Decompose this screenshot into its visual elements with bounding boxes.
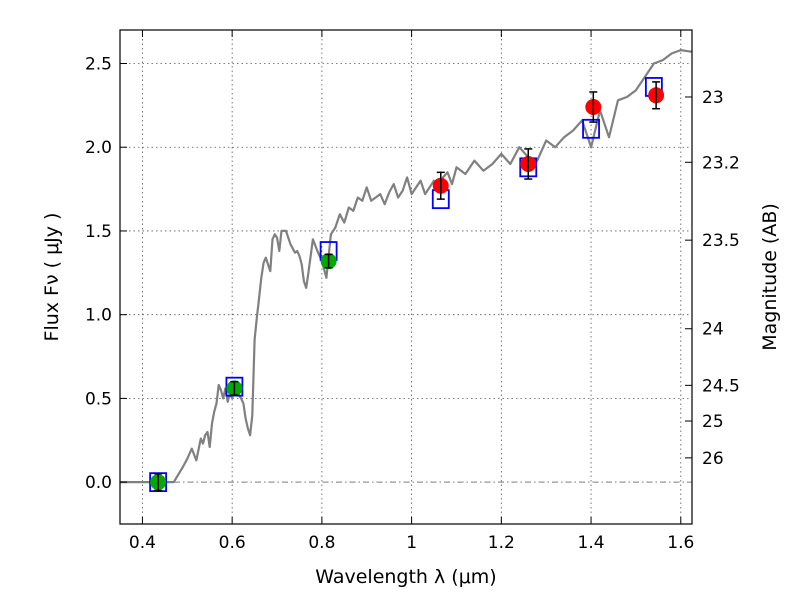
y-tick-label: 1.0	[85, 306, 112, 326]
tick-labels: 0.4 0.6 0.8 1 1.2 1.4 1.6 0.0 0.5 1.0 1.5 2.0 2.5 23 2…	[85, 54, 740, 553]
x-tick-label: 0.8	[308, 533, 335, 553]
x-axis-label: Wavelength λ (μm)	[315, 566, 496, 588]
y-tick-label: 2.0	[85, 138, 112, 158]
ticks	[120, 30, 692, 524]
model-photometry-square	[582, 118, 600, 139]
x-tick-label: 1.4	[578, 533, 605, 553]
y-tick-label: 2.5	[85, 54, 112, 74]
right-tick-label: 26	[702, 449, 724, 469]
y-tick-label: 0.5	[85, 389, 112, 409]
x-tick-label: 0.4	[129, 533, 156, 553]
right-tick-label: 23	[702, 88, 724, 108]
right-tick-label: 23.2	[702, 153, 740, 173]
right-tick-label: 24	[702, 320, 724, 340]
right-tick-label: 25	[702, 412, 724, 432]
x-tick-label: 1.2	[488, 533, 515, 553]
y-tick-label: 0.0	[85, 473, 112, 493]
series-layer	[120, 48, 693, 493]
x-tick-label: 1.6	[667, 533, 694, 553]
x-tick-label: 0.6	[219, 533, 246, 553]
x-tick-label: 1	[406, 533, 417, 553]
plot-frame	[119, 29, 693, 525]
y-axis-label: Flux Fν ( μJy )	[41, 213, 63, 342]
right-tick-label: 23.5	[702, 231, 740, 251]
right-tick-label: 24.5	[702, 376, 740, 396]
right-axis-label: Magnitude (AB)	[759, 203, 781, 351]
y-tick-label: 1.5	[85, 222, 112, 242]
